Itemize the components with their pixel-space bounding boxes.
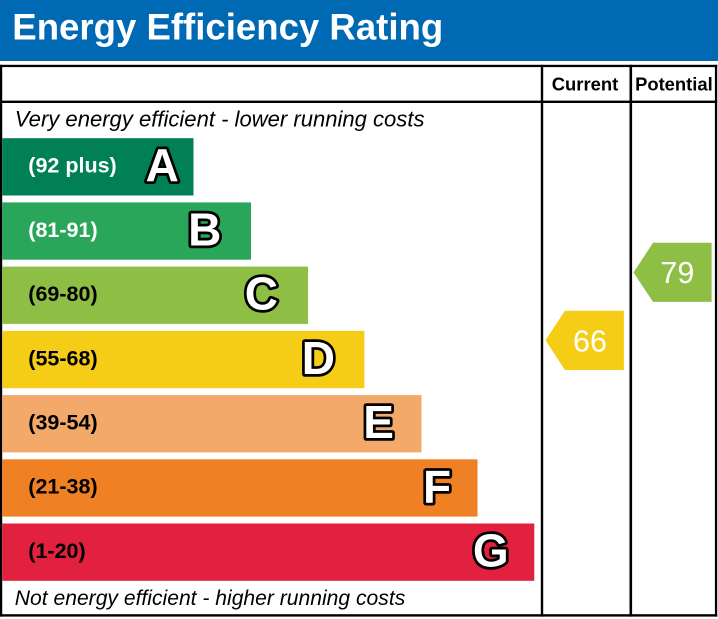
svg-text:D: D bbox=[302, 332, 335, 384]
svg-text:(81-91): (81-91) bbox=[28, 218, 97, 242]
svg-text:79: 79 bbox=[660, 256, 694, 290]
svg-text:B: B bbox=[188, 203, 221, 255]
svg-text:(21-38): (21-38) bbox=[28, 475, 97, 499]
svg-text:F: F bbox=[423, 460, 451, 512]
svg-text:E: E bbox=[363, 396, 394, 448]
svg-text:(55-68): (55-68) bbox=[28, 346, 97, 370]
svg-text:(69-80): (69-80) bbox=[28, 282, 97, 306]
svg-text:Current: Current bbox=[552, 74, 618, 95]
svg-text:(92 plus): (92 plus) bbox=[28, 154, 116, 178]
svg-text:(1-20): (1-20) bbox=[28, 539, 85, 563]
svg-text:Energy Efficiency Rating: Energy Efficiency Rating bbox=[12, 7, 443, 48]
svg-text:G: G bbox=[473, 525, 509, 577]
svg-text:Very energy efficient - lower: Very energy efficient - lower running co… bbox=[15, 106, 425, 131]
svg-text:(39-54): (39-54) bbox=[28, 411, 97, 435]
svg-text:Potential: Potential bbox=[635, 74, 713, 95]
svg-text:Not energy efficient - higher: Not energy efficient - higher running co… bbox=[15, 587, 406, 610]
svg-text:A: A bbox=[146, 139, 179, 191]
svg-text:C: C bbox=[245, 268, 278, 320]
svg-text:66: 66 bbox=[573, 324, 607, 358]
